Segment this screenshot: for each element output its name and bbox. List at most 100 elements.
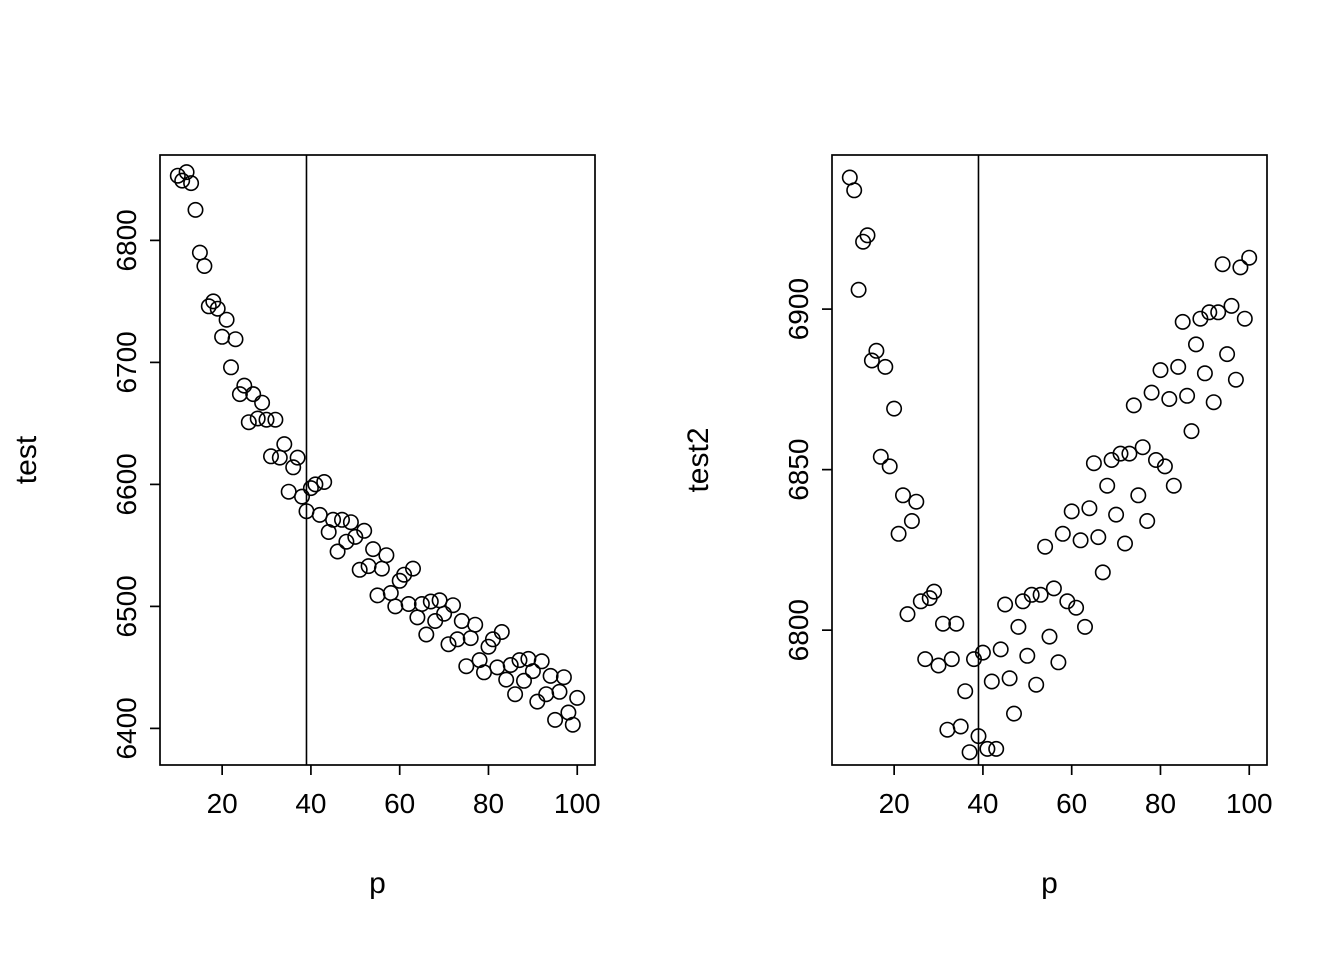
- data-point: [1174, 313, 1191, 330]
- data-point: [1081, 500, 1098, 517]
- data-point: [427, 612, 444, 629]
- data-point: [382, 584, 399, 601]
- data-point: [365, 541, 382, 558]
- data-point: [1085, 455, 1102, 472]
- x-tick-label: 100: [1226, 788, 1273, 819]
- data-point: [227, 331, 244, 348]
- data-point: [1183, 423, 1200, 440]
- data-point: [1019, 647, 1036, 664]
- data-point: [1112, 445, 1129, 462]
- data-point: [934, 615, 951, 632]
- data-point: [1161, 390, 1178, 407]
- data-point: [872, 448, 889, 465]
- data-point: [183, 175, 200, 192]
- data-point: [992, 641, 1009, 658]
- data-point: [178, 164, 195, 181]
- data-point: [507, 686, 524, 703]
- data-point: [1143, 384, 1160, 401]
- x-tick-label: 40: [295, 788, 326, 819]
- data-point: [449, 631, 466, 648]
- data-point: [1090, 529, 1107, 546]
- data-point: [409, 609, 426, 626]
- data-point: [547, 711, 564, 728]
- data-point: [249, 410, 266, 427]
- data-point: [538, 686, 555, 703]
- data-point: [970, 728, 987, 745]
- data-point: [515, 672, 532, 689]
- data-point: [895, 487, 912, 504]
- data-point: [373, 560, 390, 577]
- data-point: [218, 311, 235, 328]
- data-point: [569, 689, 586, 706]
- plot-box: [159, 154, 596, 766]
- data-point: [174, 172, 191, 189]
- data-point: [285, 459, 302, 476]
- y-tick-label: 6500: [111, 575, 142, 637]
- data-point: [267, 411, 284, 428]
- data-point: [431, 592, 448, 609]
- data-point: [458, 658, 475, 675]
- scatter-plot-test: 20 40 60 80 100 6400 6500 6600 6700 6800 p test: [10, 154, 601, 900]
- data-point: [943, 651, 960, 668]
- data-point: [1196, 365, 1213, 382]
- data-point: [908, 493, 925, 510]
- data-point: [1068, 599, 1085, 616]
- data-point: [475, 664, 492, 681]
- y-axis-label: test2: [682, 427, 715, 492]
- data-point: [444, 597, 461, 614]
- data-point: [1179, 387, 1196, 404]
- data-point: [979, 740, 996, 757]
- data-point: [1187, 336, 1204, 353]
- data-point: [1028, 676, 1045, 693]
- data-point: [926, 583, 943, 600]
- x-tick-label: 60: [384, 788, 415, 819]
- data-point: [890, 525, 907, 542]
- data-point: [877, 358, 894, 375]
- data-point: [351, 561, 368, 578]
- data-point: [912, 593, 929, 610]
- data-point: [1210, 304, 1227, 321]
- x-tick-label: 100: [554, 788, 601, 819]
- data-point: [196, 257, 213, 274]
- data-point: [948, 615, 965, 632]
- data-point: [422, 593, 439, 610]
- data-point: [245, 386, 262, 403]
- data-point: [338, 533, 355, 550]
- data-point: [863, 352, 880, 369]
- data-point: [974, 644, 991, 661]
- data-point: [988, 740, 1005, 757]
- data-point: [396, 566, 413, 583]
- data-point: [329, 543, 346, 560]
- data-point: [187, 201, 204, 218]
- data-point: [1121, 445, 1138, 462]
- data-point: [868, 342, 885, 359]
- data-point: [311, 506, 328, 523]
- data-point: [1139, 512, 1156, 529]
- data-point: [881, 458, 898, 475]
- data-point: [418, 626, 435, 643]
- plot-box: [831, 154, 1268, 766]
- data-point: [1037, 538, 1054, 555]
- data-point: [1223, 297, 1240, 314]
- data-point: [952, 718, 969, 735]
- data-point: [899, 606, 916, 623]
- data-point: [302, 480, 319, 497]
- data-point: [289, 449, 306, 466]
- data-point: [533, 653, 550, 670]
- data-point: [1152, 362, 1169, 379]
- data-point: [1205, 394, 1222, 411]
- data-point: [1130, 487, 1147, 504]
- data-point: [1156, 458, 1173, 475]
- x-tick-label: 20: [879, 788, 910, 819]
- x-tick-label: 60: [1056, 788, 1087, 819]
- data-point: [983, 673, 1000, 690]
- data-point: [356, 522, 373, 539]
- data-point: [293, 488, 310, 505]
- data-point: [404, 560, 421, 577]
- data-point: [467, 616, 484, 633]
- data-point: [1116, 535, 1133, 552]
- data-point: [1032, 586, 1049, 603]
- data-point: [1072, 532, 1089, 549]
- data-point: [387, 598, 404, 615]
